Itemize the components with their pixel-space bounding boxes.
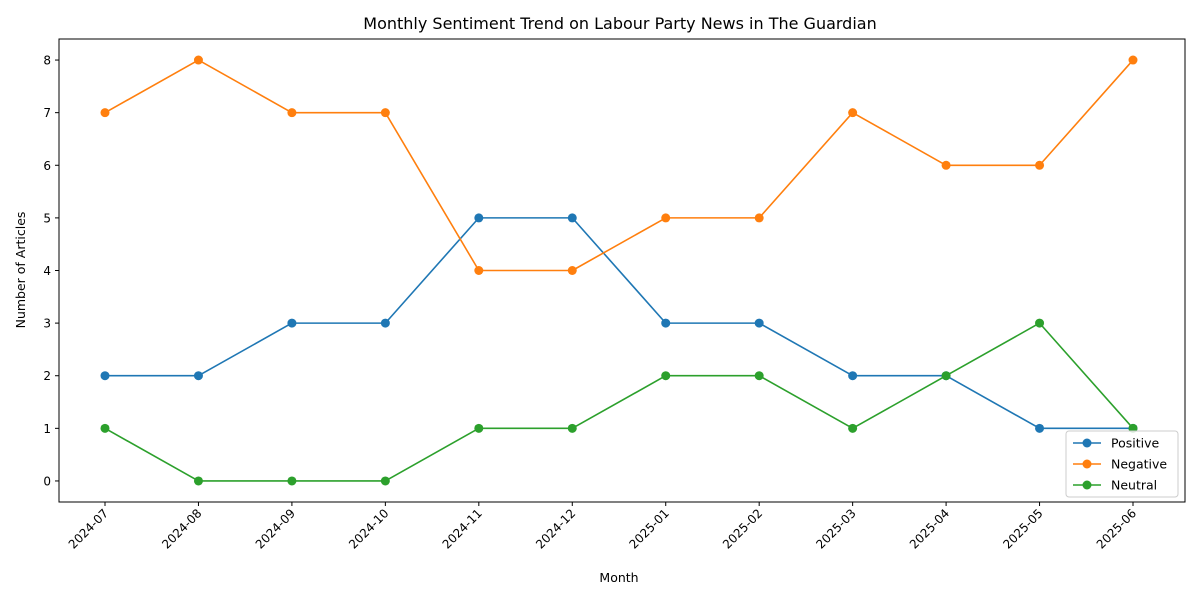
data-point-neutral [100,423,110,433]
data-point-negative [567,266,577,275]
legend-box [1065,430,1179,498]
data-point-negative [661,213,671,223]
data-point-neutral [380,476,390,486]
y-tick-label: 3 [43,317,51,331]
y-tick-label: 7 [43,106,51,120]
data-point-neutral [193,476,203,486]
y-tick-label: 8 [43,54,51,68]
legend-label: Neutral [1111,478,1157,493]
series-negative [100,55,1138,275]
plot-frame [58,38,1186,503]
legend-swatch-marker [1082,459,1092,469]
x-axis: 2024-07 2024-08 2024-09 2024-10 2024-11 2024-… [66,502,1139,552]
x-tick-label: 2024-11 [440,506,485,551]
series-layer [100,55,1138,486]
x-tick-label: 2024-08 [159,506,204,551]
data-point-neutral [754,371,764,381]
y-tick-label: 0 [43,474,51,488]
legend-item-negative: Negative [1073,457,1167,472]
legend-label: Positive [1111,436,1159,451]
data-point-neutral [567,423,577,433]
data-point-negative [193,55,203,65]
x-tick-label: 2025-04 [907,506,952,551]
legend-item-neutral: Neutral [1073,478,1157,493]
y-tick-label: 6 [43,159,51,173]
x-tick-label: 2024-09 [253,506,298,551]
x-tick-label: 2025-05 [1000,506,1045,551]
data-point-positive [193,371,203,381]
data-point-positive [754,318,764,328]
data-point-negative [848,108,858,118]
data-point-neutral [474,423,484,433]
data-point-positive [661,318,671,328]
y-tick-label: 4 [43,264,51,278]
y-tick-label: 1 [43,422,51,436]
x-tick-label: 2024-12 [533,506,578,551]
legend-label: Negative [1111,457,1167,472]
series-line-negative [104,59,1134,272]
chart-title: Monthly Sentiment Trend on Labour Party … [363,14,876,33]
data-point-positive [380,318,390,328]
legend-item-positive: Positive [1073,436,1159,451]
data-point-positive [567,213,577,223]
y-tick-label: 5 [43,211,51,225]
data-point-negative [1035,160,1045,170]
series-positive [100,213,1138,433]
data-point-neutral [848,423,858,433]
legend: Positive Negative Neutral [1065,430,1179,498]
data-point-negative [287,108,297,118]
x-tick-label: 2024-07 [66,506,111,551]
x-axis-label: Month [599,570,638,585]
data-point-neutral [661,371,671,381]
x-tick-label: 2025-01 [626,506,671,551]
data-point-positive [1035,423,1045,433]
data-point-positive [100,371,110,381]
x-tick-label: 2025-03 [813,506,858,551]
data-point-neutral [941,371,951,381]
data-point-neutral [1035,318,1045,328]
y-axis-label: Number of Articles [13,212,28,329]
data-point-negative [380,108,390,118]
data-point-negative [474,266,484,275]
data-point-negative [754,213,764,223]
data-point-neutral [287,476,297,486]
data-point-negative [1128,55,1138,65]
data-point-positive [287,318,297,328]
legend-swatch-marker [1082,438,1092,448]
y-tick-label: 2 [43,369,51,383]
data-point-negative [941,160,951,170]
series-line-neutral [104,322,1134,482]
y-axis: 0 1 2 3 4 5 6 7 8 [43,54,59,488]
data-point-positive [474,213,484,223]
data-point-negative [100,108,110,118]
legend-swatch-marker [1082,480,1092,490]
x-tick-label: 2025-02 [720,506,765,551]
series-line-positive [105,217,1133,430]
x-tick-label: 2025-06 [1094,506,1139,551]
x-tick-label: 2024-10 [346,506,391,551]
data-point-positive [848,371,858,381]
